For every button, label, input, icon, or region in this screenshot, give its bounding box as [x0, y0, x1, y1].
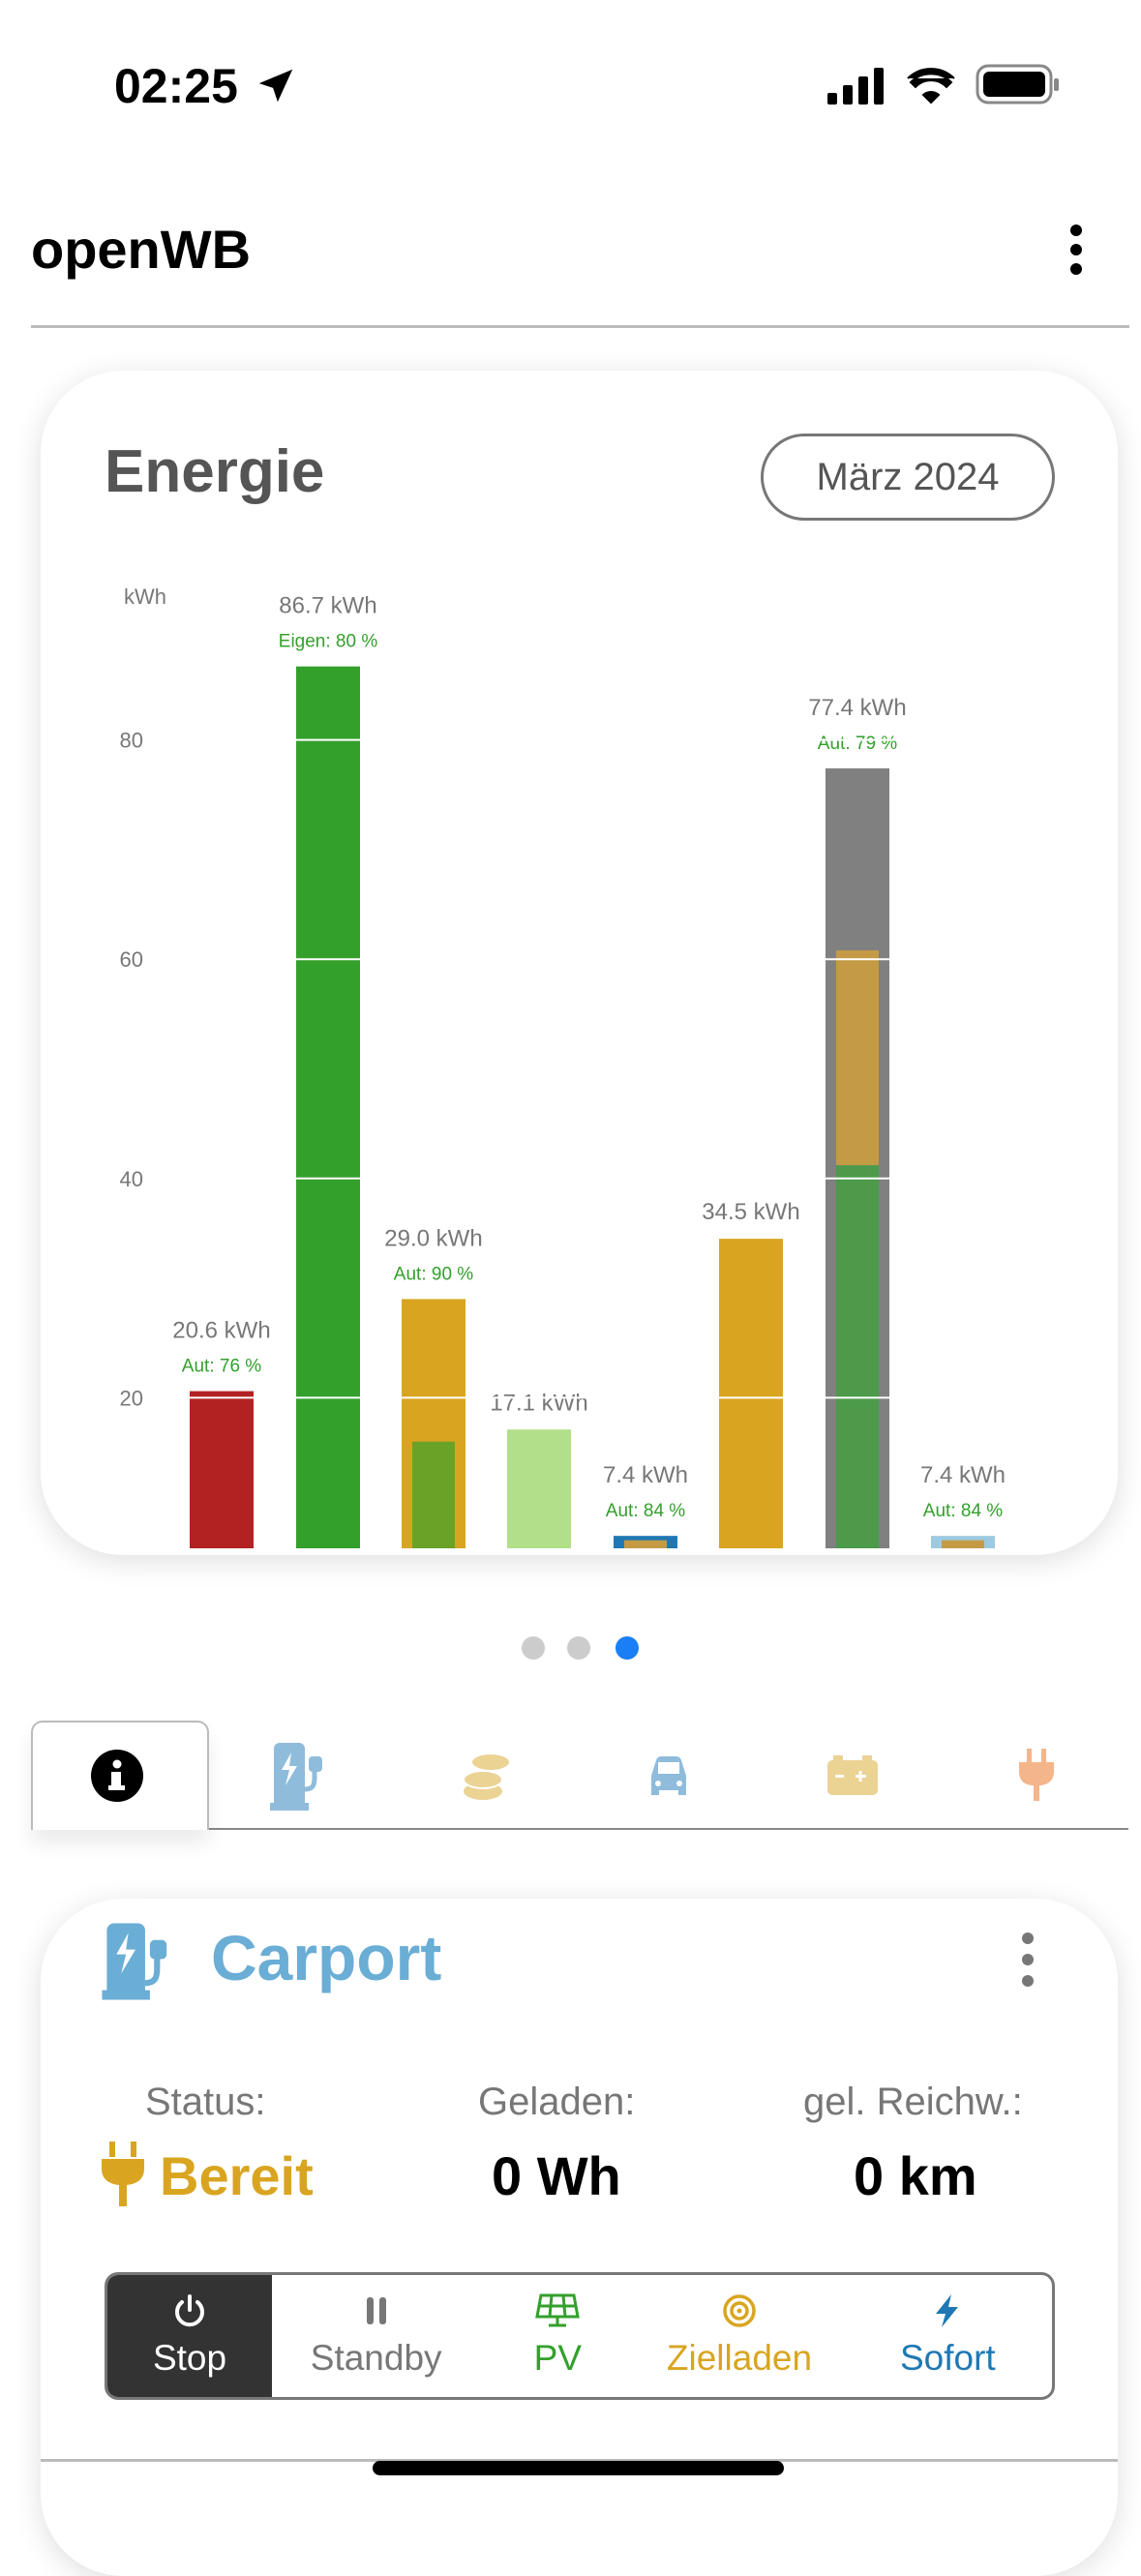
energy-title: Energie — [105, 438, 325, 505]
mode-label: Sofort — [899, 2338, 996, 2378]
wifi-icon — [907, 68, 955, 105]
range-label: gel. Reichw.: — [803, 2081, 1023, 2123]
plug-status-icon — [102, 2142, 144, 2206]
bar-sublabel: Eigen: 80 % — [279, 632, 378, 652]
mode-label: PV — [533, 2338, 582, 2378]
mode-label: Stop — [152, 2338, 227, 2378]
header-divider — [31, 325, 1129, 328]
bar-value-label: 29.0 kWh — [384, 1225, 482, 1251]
location-arrow-icon — [258, 69, 293, 103]
y-axis-label: kWh — [124, 584, 166, 609]
battery-icon — [827, 1755, 878, 1795]
mode-label: Zielladen — [666, 2338, 813, 2378]
home-indicator[interactable] — [373, 2461, 784, 2475]
bar-sublabel: Aut: 76 % — [182, 1357, 261, 1377]
solar-panel-icon — [535, 2293, 581, 2327]
bar-inner-battery — [624, 1540, 667, 1548]
pager-dot[interactable] — [522, 1636, 545, 1660]
bar — [507, 1429, 571, 1548]
charge-mode-selector: Stop Standby PV Zielladen Sofort — [105, 2272, 1055, 2400]
info-icon[interactable] — [83, 1742, 151, 1810]
signal-icon — [827, 68, 884, 105]
clock: 02:25 — [114, 59, 238, 113]
tab-charge-point[interactable] — [267, 1742, 335, 1811]
more-menu-icon[interactable] — [1065, 223, 1088, 277]
bar-inner-battery — [836, 950, 879, 1166]
card-divider — [41, 2459, 1118, 2462]
mode-label: Standby — [310, 2338, 442, 2378]
plug-icon — [1019, 1749, 1054, 1801]
charged-value: 0 Wh — [492, 2145, 621, 2206]
bar-value-label: 7.4 kWh — [603, 1462, 688, 1488]
y-tick-label: 60 — [120, 947, 143, 972]
status-value: Bereit — [160, 2145, 314, 2206]
pager-dot[interactable] — [567, 1636, 590, 1660]
bar-inner-pv — [836, 1165, 879, 1548]
chargepoint-name: Carport — [211, 1922, 442, 1993]
tab-battery[interactable] — [819, 1742, 886, 1810]
mode-stop-button[interactable]: Stop — [107, 2275, 272, 2397]
bar-sublabel: Aut: 90 % — [394, 1264, 473, 1284]
bar-value-label: 34.5 kWh — [702, 1199, 799, 1225]
mode-pv-button[interactable]: PV — [480, 2275, 635, 2397]
status-label: Status: — [145, 2081, 266, 2123]
charged-label: Geladen: — [478, 2081, 636, 2123]
charge-point-icon — [102, 1923, 167, 2000]
bar-sublabel: Aut: 79 % — [818, 734, 897, 754]
tab-vehicles[interactable] — [635, 1742, 703, 1810]
chargepoint-menu-icon[interactable] — [1018, 1931, 1037, 1989]
period-selector-button[interactable]: März 2024 — [761, 434, 1055, 521]
bolt-icon — [936, 2294, 959, 2327]
tabs-divider — [209, 1828, 1128, 1830]
bar — [190, 1391, 254, 1548]
charge-point-icon — [270, 1743, 322, 1811]
mode-instant-button[interactable]: Sofort — [844, 2275, 1052, 2397]
mode-target-charging-button[interactable]: Zielladen — [635, 2275, 843, 2397]
bar-value-label: 17.1 kWh — [490, 1390, 587, 1416]
coins-icon — [463, 1752, 511, 1800]
car-icon — [651, 1756, 686, 1795]
app-title: openWB — [31, 219, 252, 280]
bar-inner-battery — [942, 1540, 984, 1548]
bar-value-label: 86.7 kWh — [279, 593, 376, 619]
bar-sublabel: Aut: 84 % — [606, 1501, 685, 1521]
y-tick-label: 80 — [120, 729, 143, 753]
bar-value-label: 20.6 kWh — [172, 1318, 270, 1344]
energy-bar-chart: kWh 20.6 kWh Aut: 76 % 86.7 kWh Eigen: 80 % 2… — [119, 584, 1006, 1548]
tab-smart-home[interactable] — [1003, 1742, 1070, 1810]
range-value: 0 km — [854, 2145, 977, 2206]
y-tick-label: 20 — [120, 1386, 143, 1410]
bar-value-label: 77.4 kWh — [808, 695, 906, 721]
target-icon — [723, 2294, 756, 2327]
bar-value-label: 7.4 kWh — [920, 1462, 1006, 1488]
mode-standby-button[interactable]: Standby — [272, 2275, 480, 2397]
y-tick-label: 40 — [120, 1167, 143, 1191]
bar — [719, 1239, 783, 1548]
bar — [296, 666, 360, 1548]
tab-costs[interactable] — [451, 1742, 519, 1810]
pause-icon — [366, 2297, 386, 2324]
pager-dot-active[interactable] — [616, 1636, 639, 1660]
energy-card — [41, 371, 1118, 1555]
bar-inner-pv — [412, 1441, 455, 1548]
battery-status-icon — [976, 64, 1059, 105]
power-icon — [175, 2294, 204, 2327]
bar-sublabel: Aut: 84 % — [923, 1501, 1003, 1521]
